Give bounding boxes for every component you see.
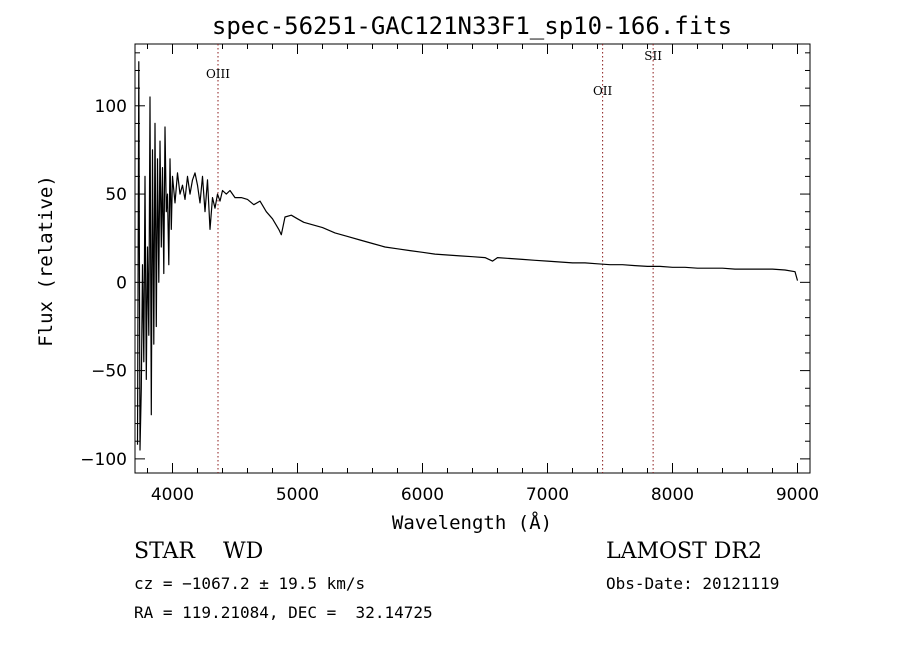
plot-area-frame (134, 43, 811, 474)
x-tick-label: 7000 (526, 485, 569, 505)
x-tick-label: 8000 (651, 485, 694, 505)
redshift-text: cz = −1067.2 ± 19.5 km/s (134, 574, 366, 593)
y-tick-label: 50 (105, 185, 127, 205)
coordinates-text: RA = 119.21084, DEC = 32.14725 (134, 603, 433, 622)
survey-label: LAMOST DR2 (606, 539, 762, 564)
y-tick-label: −50 (91, 362, 127, 382)
chart-title: spec-56251-GAC121N33F1_sp10-166.fits (212, 12, 732, 40)
object-class: STAR WD (134, 539, 264, 564)
obs-date: Obs-Date: 20121119 (606, 574, 780, 593)
x-tick-label: 6000 (401, 485, 444, 505)
emission-line-label: OII (593, 84, 613, 98)
y-tick-label: −100 (80, 450, 127, 470)
x-tick-label: 9000 (776, 485, 819, 505)
x-tick-label: 4000 (151, 485, 194, 505)
y-axis-label: Flux (relative) (35, 175, 57, 347)
emission-line-label: OIII (206, 67, 230, 81)
spectrum-line (136, 61, 799, 451)
emission-line-label: SII (644, 49, 662, 63)
x-axis-label: Wavelength (Å) (392, 511, 552, 534)
y-tick-label: 0 (116, 273, 127, 293)
y-tick-label: 100 (95, 97, 127, 117)
x-tick-label: 5000 (276, 485, 319, 505)
